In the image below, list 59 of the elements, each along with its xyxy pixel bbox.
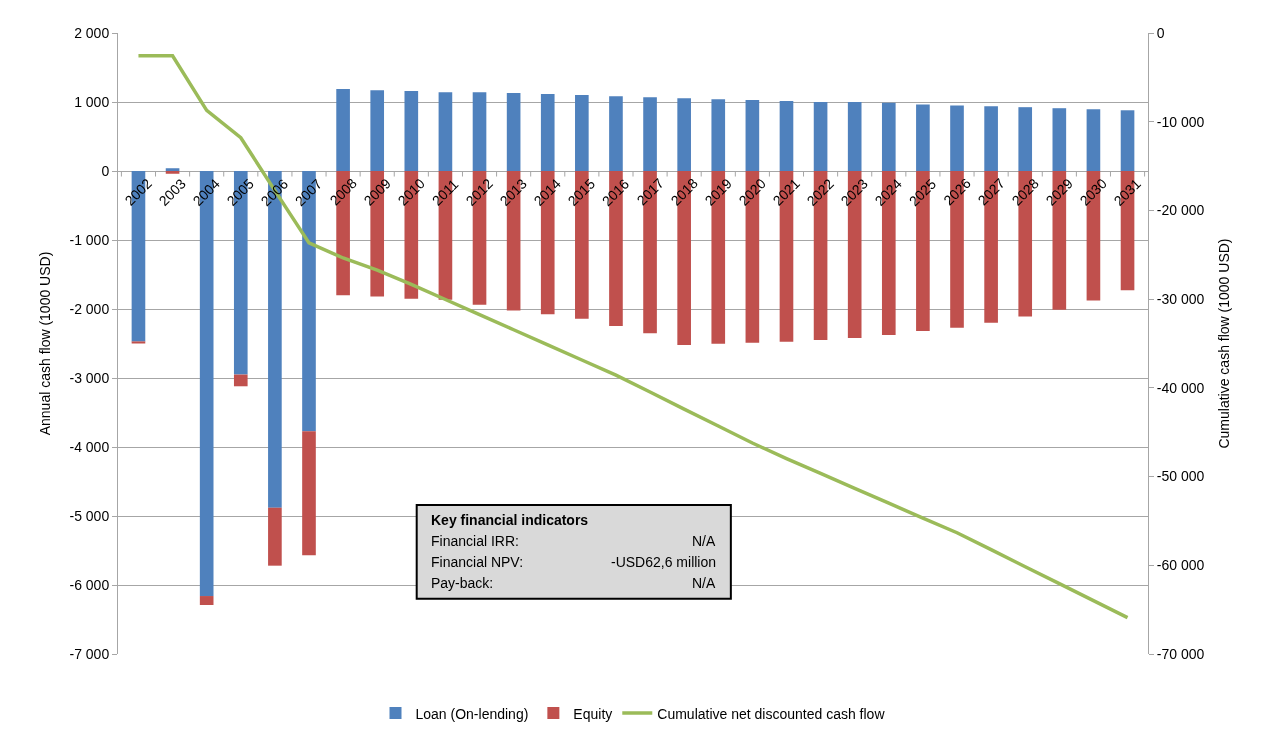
bar (336, 88, 350, 171)
y-tick-label: -6 000 (69, 576, 110, 593)
bar (575, 95, 589, 171)
y2-tick-label: 0 (1156, 24, 1165, 41)
bar (233, 374, 248, 387)
bar (438, 92, 453, 171)
bar (1052, 108, 1067, 171)
annotation: N/A (692, 575, 716, 591)
annotation: Financial IRR: (431, 533, 519, 549)
annotation: Financial NPV: (431, 554, 524, 570)
bar (950, 105, 964, 171)
legend-label: Loan (On-lending) (415, 705, 529, 722)
y2-tick-label: -60 000 (1156, 557, 1205, 574)
bar (643, 97, 657, 171)
bar (745, 99, 760, 171)
bar (131, 341, 146, 344)
y-tick-label: -2 000 (69, 300, 110, 317)
y-tick-label: -3 000 (69, 369, 110, 386)
bar (199, 596, 214, 606)
y-tick-label: -7 000 (69, 645, 110, 662)
y-tick-label: -1 000 (69, 231, 110, 248)
y2-tick-label: -10 000 (1156, 113, 1205, 130)
bar (916, 104, 930, 171)
bar (540, 94, 555, 171)
y2-tick-label: -70 000 (1156, 645, 1205, 662)
y2-tick-label: -20 000 (1156, 202, 1205, 219)
bar (847, 102, 862, 171)
annotation: -USD62,6 million (611, 554, 717, 570)
y-tick-label: 1 000 (74, 93, 110, 110)
bar (984, 106, 998, 171)
bar (881, 102, 896, 171)
y2-axis-title: Cumulative cash flow (1000 USD) (1215, 238, 1232, 449)
bar (268, 507, 282, 566)
bar (1120, 110, 1135, 171)
y2-tick-label: -40 000 (1156, 379, 1205, 396)
bar (404, 90, 419, 171)
bar (1018, 107, 1033, 171)
annotation: Pay-back: (431, 575, 494, 591)
bar (677, 98, 691, 171)
legend-label: Equity (573, 705, 613, 722)
y-tick-label: -4 000 (69, 438, 110, 455)
bar (472, 92, 487, 171)
bar (711, 99, 726, 171)
legend-label: Cumulative net discounted cash flow (657, 705, 886, 722)
y-tick-label: -5 000 (69, 507, 110, 524)
annotation: Key financial indicators (431, 512, 589, 528)
y-tick-label: 0 (101, 162, 110, 179)
bar (506, 93, 521, 171)
y2-tick-label: -30 000 (1156, 291, 1205, 308)
bar (779, 100, 794, 171)
bar (1086, 109, 1101, 171)
annotation: N/A (692, 533, 716, 549)
bar (370, 90, 385, 171)
bar (609, 96, 623, 171)
y-axis-title: Annual cash flow (1000 USD) (37, 251, 54, 436)
bar (302, 431, 316, 556)
y2-tick-label: -50 000 (1156, 468, 1205, 485)
bar (813, 102, 828, 171)
y-tick-label: 2 000 (74, 24, 110, 41)
